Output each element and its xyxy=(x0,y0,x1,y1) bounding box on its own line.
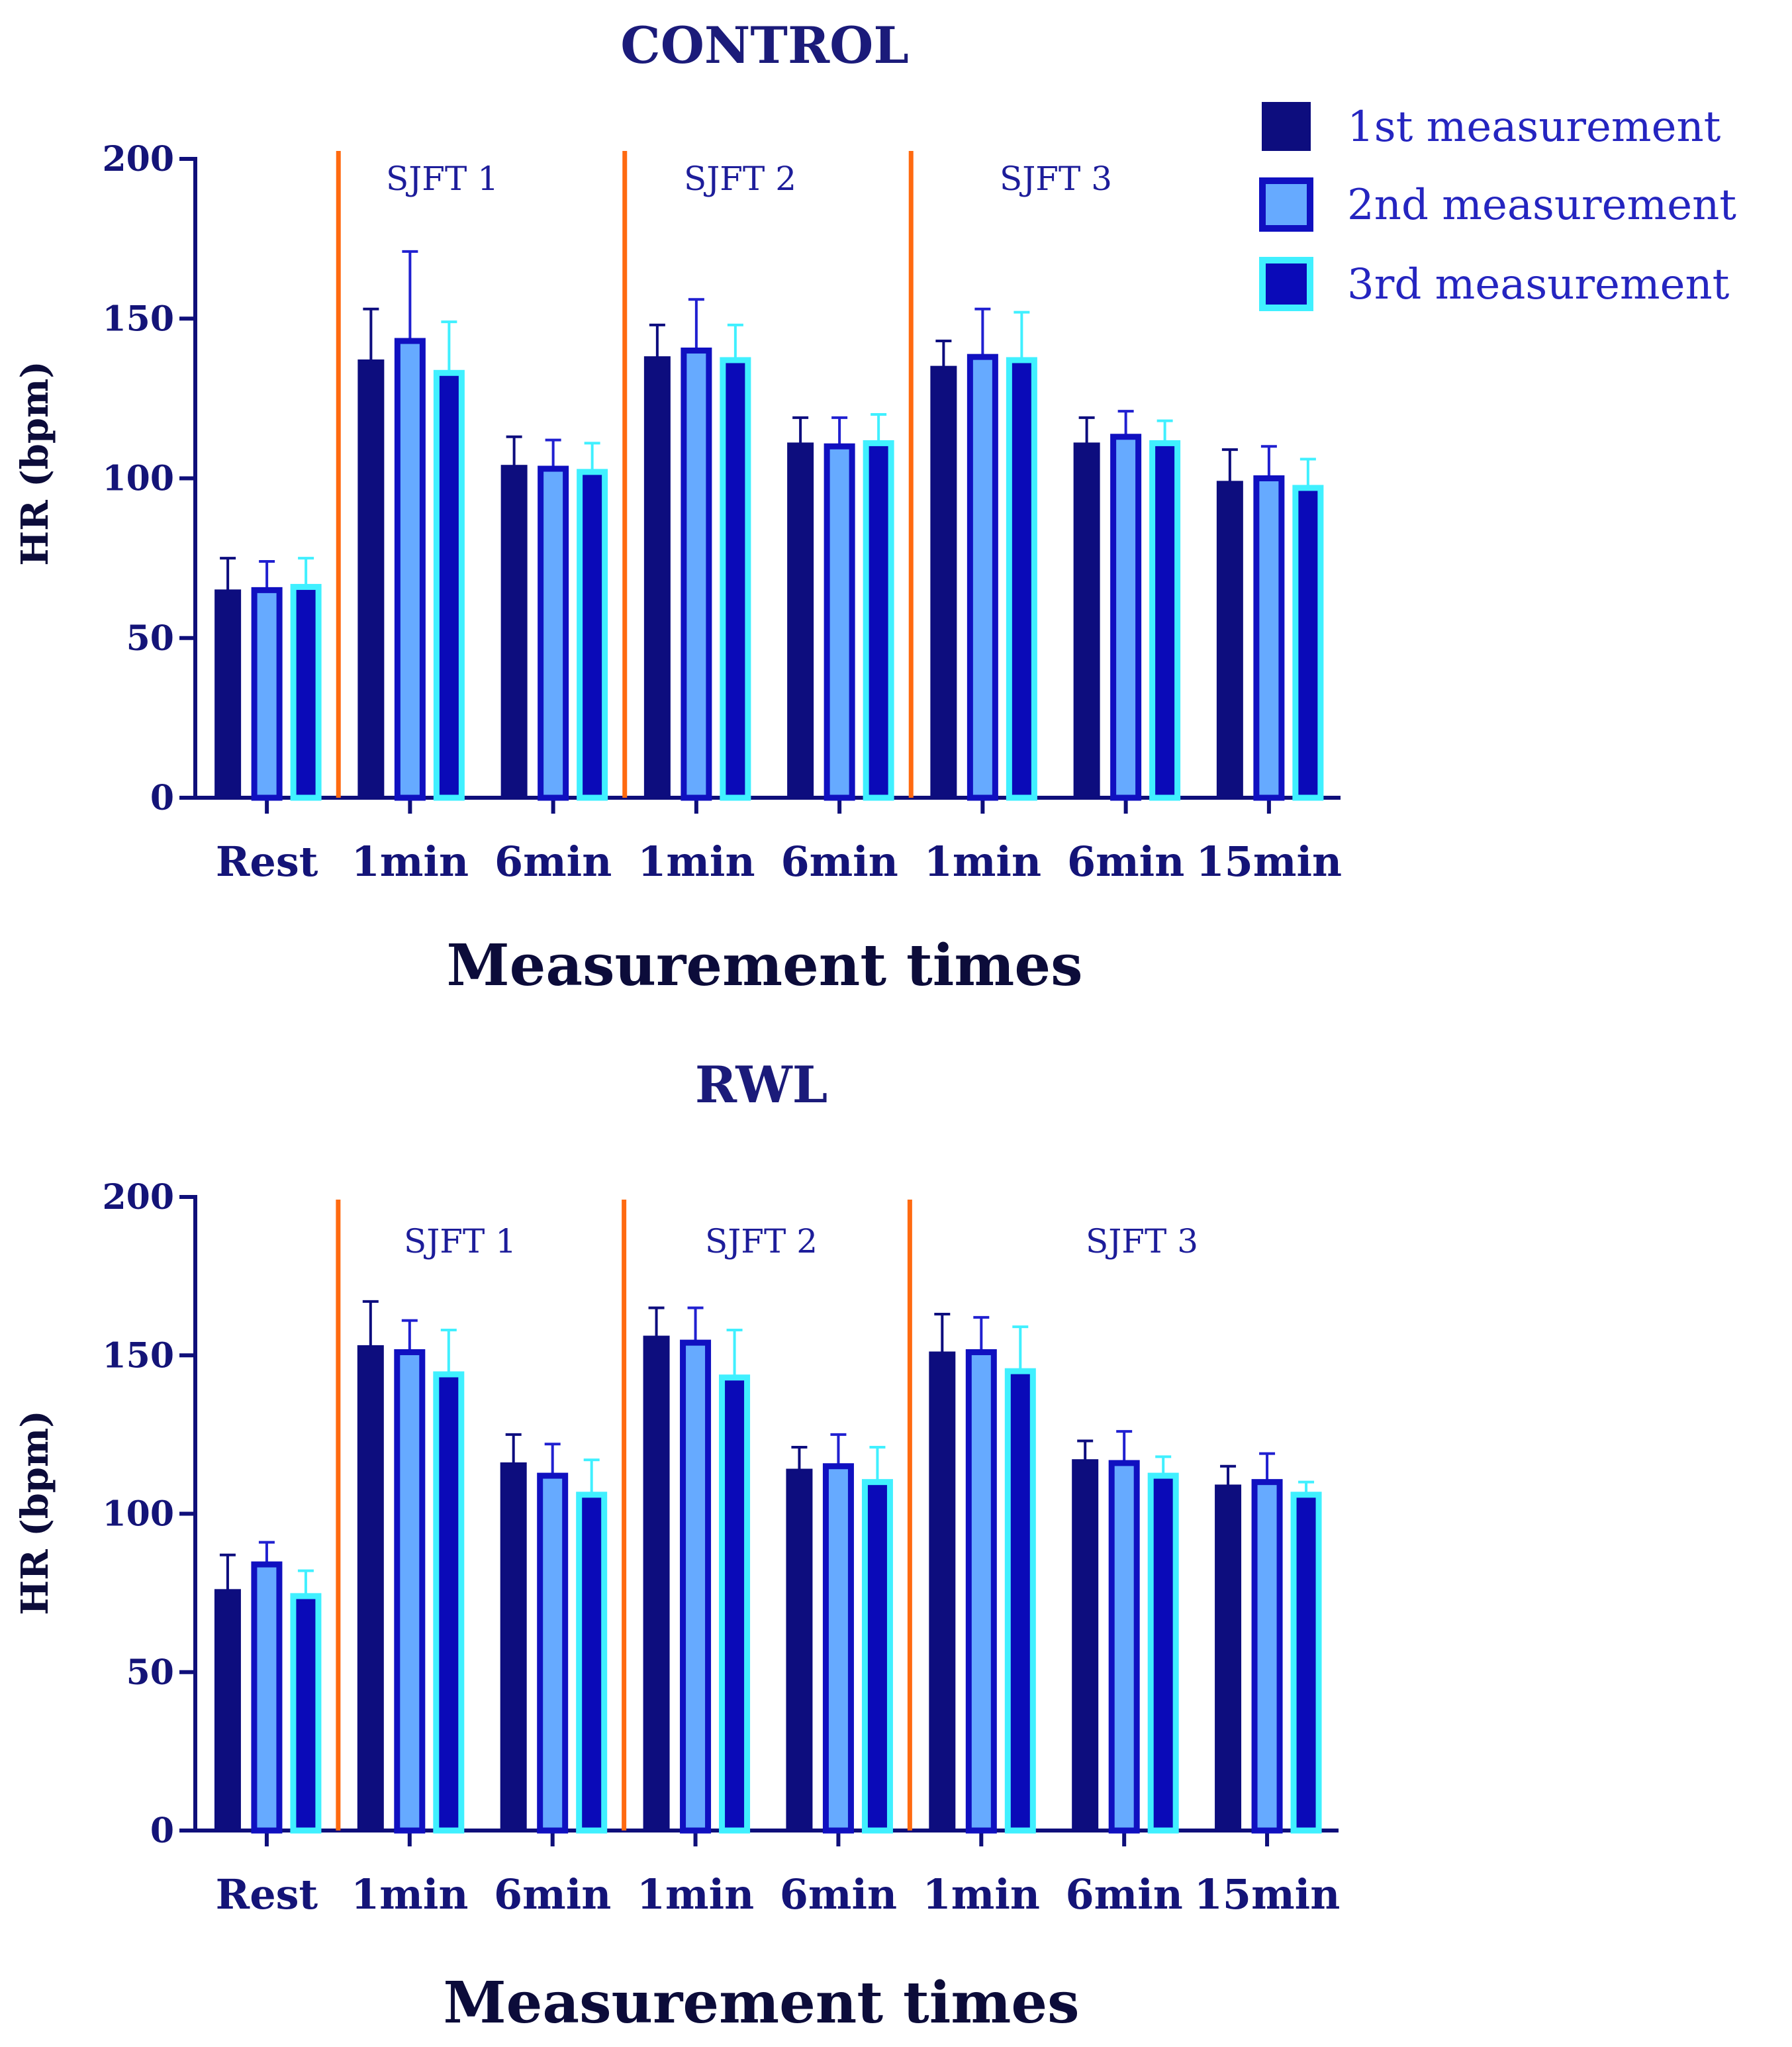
x-tick-label-1min: 1min xyxy=(637,837,755,886)
chart-rwl: 0 50 100 150 200 Rest 1min 6min 1min 6min 1min 6min… xyxy=(102,1177,1340,1919)
x-tick-label-6min: 6min xyxy=(780,837,898,886)
y-tick-label-0: 0 xyxy=(150,778,174,818)
bar-rwl-s1-0 xyxy=(214,1589,241,1832)
bar-control-s1-3 xyxy=(643,356,671,798)
bar-rwl-s2-5 xyxy=(965,1349,997,1834)
x-tick-label-1min: 1min xyxy=(924,837,1041,886)
bar-rwl-s2-2 xyxy=(537,1472,569,1834)
bar-control-s1-7 xyxy=(1216,481,1243,798)
bar-rwl-s2-7 xyxy=(1251,1479,1283,1834)
x-tick-label-15min: 15min xyxy=(1194,1870,1341,1919)
bar-control-s2-5 xyxy=(967,354,998,801)
panel-title-rwl: RWL xyxy=(695,1055,827,1114)
y-tick-label-150: 150 xyxy=(102,299,174,339)
bar-rwl-s2-1 xyxy=(394,1349,426,1834)
legend-label-3rd: 3rd measurement xyxy=(1347,260,1730,309)
panel-title-control: CONTROL xyxy=(620,16,909,75)
bar-rwl-s3-7 xyxy=(1290,1492,1322,1834)
bar-rwl-s3-3 xyxy=(719,1374,751,1834)
bar-control-s1-6 xyxy=(1073,442,1100,798)
bar-rwl-s1-2 xyxy=(500,1462,527,1831)
y-axis-label-rwl: HR (bpm) xyxy=(13,1410,57,1615)
bar-control-s3-1 xyxy=(433,369,465,801)
bar-rwl-s2-0 xyxy=(251,1561,283,1834)
bar-rwl-s3-2 xyxy=(576,1492,608,1834)
x-tick-label-15min: 15min xyxy=(1196,837,1343,886)
bar-rwl-s3-6 xyxy=(1147,1472,1179,1834)
bar-control-s3-4 xyxy=(863,440,894,801)
bar-control-s3-6 xyxy=(1149,440,1181,801)
legend-label-1st: 1st measurement xyxy=(1347,103,1721,152)
x-tick-label-6min: 6min xyxy=(495,837,612,886)
phase-label-3: SJFT 3 xyxy=(1086,1222,1198,1261)
bar-control-s2-1 xyxy=(394,338,426,801)
y-axis-label-control: HR (bpm) xyxy=(13,361,57,566)
bar-control-s2-4 xyxy=(824,443,855,801)
bar-control-s3-0 xyxy=(290,584,322,801)
x-tick-label-1min: 1min xyxy=(923,1870,1040,1919)
x-tick-label-1min: 1min xyxy=(352,837,469,886)
bar-control-s2-3 xyxy=(681,348,712,801)
x-axis-label-rwl: Measurement times xyxy=(443,1970,1079,2036)
bar-control-s1-4 xyxy=(787,442,814,798)
y-tick-label-200: 200 xyxy=(102,1177,174,1217)
x-tick-label-6min: 6min xyxy=(494,1870,611,1919)
y-tick-label-50: 50 xyxy=(126,618,174,659)
bar-rwl-s2-3 xyxy=(680,1339,712,1834)
bar-rwl-s3-0 xyxy=(290,1593,322,1834)
x-tick-label-Rest: Rest xyxy=(216,1870,318,1919)
bar-control-s2-7 xyxy=(1253,475,1285,801)
bar-control-s2-6 xyxy=(1110,434,1142,801)
legend-label-2nd: 2nd measurement xyxy=(1347,181,1736,230)
bar-rwl-s2-6 xyxy=(1108,1460,1140,1834)
y-tick-label-100: 100 xyxy=(102,459,174,499)
bar-control-s1-5 xyxy=(930,365,957,798)
x-tick-label-Rest: Rest xyxy=(216,837,318,886)
y-tick-label-0: 0 xyxy=(150,1811,174,1851)
phase-label-1: SJFT 1 xyxy=(386,160,498,198)
phase-label-2: SJFT 2 xyxy=(684,160,796,198)
bar-panels: 0 50 100 150 200 Rest 1min 6min 1min 6min 1min 6min… xyxy=(102,139,1342,1919)
bar-control-s3-3 xyxy=(720,357,751,801)
bar-control-s2-2 xyxy=(538,465,569,801)
x-tick-label-6min: 6min xyxy=(780,1870,897,1919)
bar-control-s2-0 xyxy=(251,587,283,801)
bar-rwl-s1-3 xyxy=(643,1335,670,1832)
x-tick-label-6min: 6min xyxy=(1066,1870,1183,1919)
chart-control: 0 50 100 150 200 Rest 1min 6min 1min 6min 1min 6min… xyxy=(102,139,1342,886)
phase-label-1: SJFT 1 xyxy=(404,1222,516,1261)
bar-control-s3-7 xyxy=(1292,485,1324,801)
y-tick-label-150: 150 xyxy=(102,1335,174,1376)
legend-swatch-1st xyxy=(1262,102,1311,151)
bar-control-s1-1 xyxy=(357,359,385,798)
x-tick-label-6min: 6min xyxy=(1067,837,1184,886)
phase-label-3: SJFT 3 xyxy=(1000,160,1112,198)
bar-control-s1-0 xyxy=(214,589,242,798)
bar-control-s3-2 xyxy=(577,469,608,801)
y-tick-label-50: 50 xyxy=(126,1652,174,1693)
phase-label-2: SJFT 2 xyxy=(705,1222,818,1261)
x-tick-label-1min: 1min xyxy=(351,1870,468,1919)
bar-rwl-s1-1 xyxy=(357,1345,384,1831)
bar-control-s1-2 xyxy=(500,465,528,798)
legend-swatch-2nd xyxy=(1259,177,1313,232)
bar-rwl-s1-5 xyxy=(929,1351,956,1831)
bar-rwl-s1-6 xyxy=(1072,1459,1099,1831)
bar-rwl-s1-7 xyxy=(1215,1484,1242,1832)
bar-rwl-s3-4 xyxy=(861,1479,893,1834)
bar-rwl-s2-4 xyxy=(822,1463,854,1834)
bar-rwl-s3-1 xyxy=(433,1371,465,1834)
x-axis-label-control: Measurement times xyxy=(446,932,1082,999)
bar-rwl-s1-4 xyxy=(786,1468,813,1831)
bar-rwl-s3-5 xyxy=(1004,1368,1036,1834)
legend: 1st measurement 2nd measurement 3rd meas… xyxy=(1259,102,1736,311)
y-tick-label-100: 100 xyxy=(102,1494,174,1535)
y-tick-label-200: 200 xyxy=(102,139,174,179)
x-tick-label-1min: 1min xyxy=(637,1870,754,1919)
bar-control-s3-5 xyxy=(1006,357,1037,801)
legend-swatch-3rd xyxy=(1259,257,1313,311)
